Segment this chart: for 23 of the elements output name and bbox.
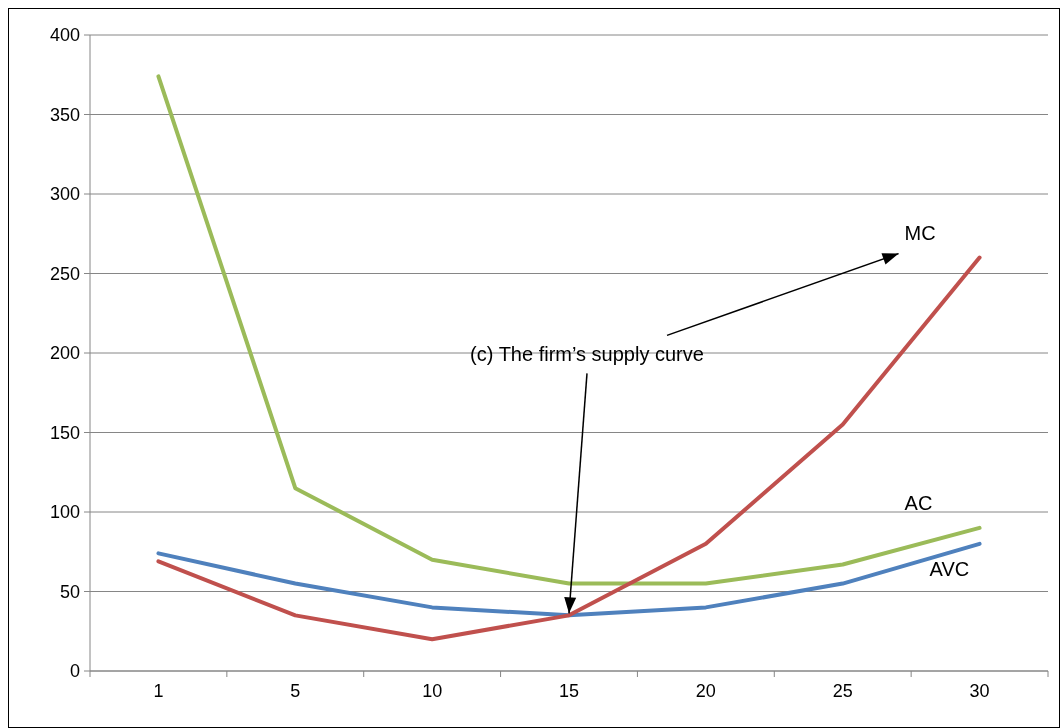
x-tick-label: 15 (558, 681, 580, 701)
x-tick-label: 25 (832, 681, 853, 701)
y-tick-label: 350 (49, 104, 80, 125)
y-tick-label: 300 (49, 184, 80, 205)
y-tick-label: 0 (69, 661, 80, 682)
x-tick-label: 5 (290, 681, 301, 701)
x-tick-label: 1 (153, 681, 164, 701)
line-series (156, 74, 982, 586)
x-tick-label: 20 (695, 681, 716, 701)
y-tick-label: 200 (49, 343, 80, 364)
y-tick-label: 250 (49, 263, 80, 284)
y-tick-label: 400 (49, 25, 80, 46)
line-series (156, 541, 982, 618)
x-tick-label: 30 (969, 681, 990, 701)
y-tick-label: 100 (49, 502, 80, 523)
series-label: AC (904, 491, 933, 514)
y-tick-label: 50 (59, 581, 80, 602)
annotation: (c) The firm’s supply curve (470, 343, 704, 366)
text: MC (904, 221, 936, 244)
line-series (156, 255, 982, 642)
y-tick-label: 150 (49, 422, 80, 443)
series-label: AVC (929, 557, 970, 580)
x-tick-label: 10 (422, 681, 443, 701)
